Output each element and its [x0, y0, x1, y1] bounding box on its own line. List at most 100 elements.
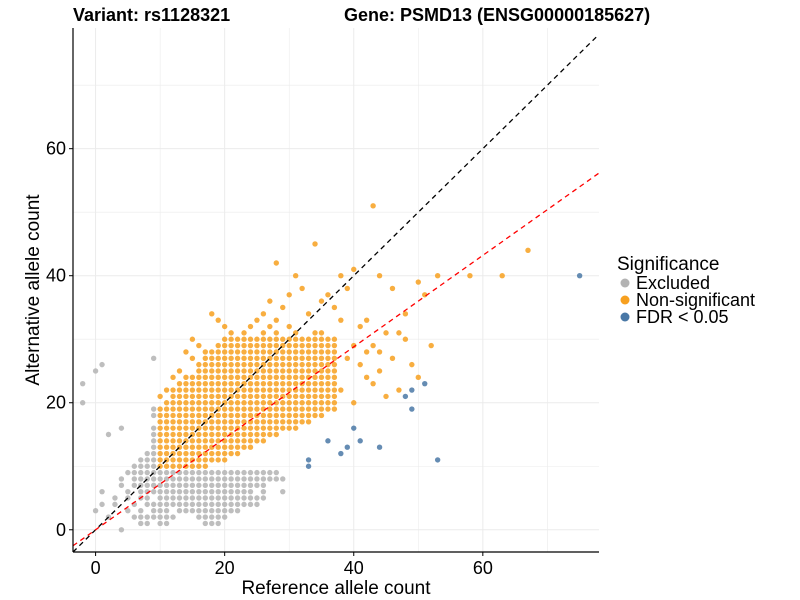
point-non-significant-165	[234, 431, 241, 438]
point-excluded-139	[170, 501, 176, 508]
point-excluded-177	[202, 520, 209, 527]
point-excluded-92	[241, 482, 247, 489]
point-non-significant-151	[254, 438, 260, 444]
point-non-significant-296	[331, 400, 338, 406]
point-non-significant-160	[202, 431, 209, 438]
point-non-significant-54	[318, 330, 325, 336]
point-non-significant-495	[312, 342, 318, 349]
point-non-significant-166	[241, 431, 247, 438]
point-non-significant-37	[409, 361, 415, 368]
point-non-significant-179	[202, 425, 209, 431]
point-excluded-156	[183, 508, 189, 514]
point-non-significant-42	[370, 380, 376, 387]
point-non-significant-505	[260, 336, 267, 342]
point-non-significant-183	[228, 425, 234, 431]
point-non-significant-239	[292, 412, 299, 419]
point-non-significant-369	[318, 380, 325, 387]
point-excluded-5	[105, 431, 112, 438]
point-non-significant-162	[215, 431, 221, 438]
point-non-significant-334	[247, 387, 254, 393]
point-non-significant-273	[183, 400, 189, 406]
point-excluded-136	[150, 501, 157, 508]
point-excluded-191	[144, 463, 150, 469]
point-excluded-98	[150, 488, 157, 495]
point-non-significant-493	[299, 342, 305, 349]
point-non-significant-194	[157, 419, 163, 425]
point-non-significant-487	[260, 342, 267, 349]
point-non-significant-62	[267, 323, 273, 330]
point-excluded-27	[125, 469, 131, 476]
point-excluded-7	[99, 488, 105, 495]
point-non-significant-23	[305, 311, 312, 317]
point-non-significant-459	[331, 355, 338, 361]
point-non-significant-348	[183, 380, 189, 387]
point-non-significant-352	[209, 380, 215, 387]
point-non-significant-168	[254, 431, 260, 438]
point-non-significant-70	[202, 349, 209, 355]
point-non-significant-27	[221, 323, 228, 330]
point-non-significant-339	[280, 387, 286, 393]
point-non-significant-430	[280, 361, 286, 368]
point-non-significant-216	[299, 419, 305, 425]
point-non-significant-393	[325, 374, 331, 381]
point-excluded-140	[176, 501, 183, 508]
point-non-significant-45	[363, 374, 370, 381]
point-non-significant-504	[254, 336, 260, 342]
point-non-significant-47	[351, 400, 357, 406]
point-non-significant-337	[267, 387, 273, 393]
point-non-significant-77	[202, 368, 209, 374]
point-non-significant-4	[273, 260, 280, 266]
x-tick-label-20: 20	[215, 558, 235, 578]
point-non-significant-387	[286, 374, 292, 381]
point-non-significant-145	[215, 438, 221, 444]
point-excluded-39	[202, 469, 209, 476]
point-non-significant-155	[170, 431, 176, 438]
point-non-significant-213	[280, 419, 286, 425]
point-non-significant-104	[202, 457, 209, 463]
point-non-significant-41	[383, 393, 389, 400]
tick-labels: 0 20 40 60 0 20 40 60	[46, 139, 493, 578]
point-non-significant-0	[370, 203, 376, 209]
point-excluded-146	[215, 501, 221, 508]
point-non-significant-325	[189, 387, 196, 393]
point-non-significant-13	[525, 247, 531, 254]
point-excluded-131	[241, 495, 247, 501]
point-non-significant-206	[234, 419, 241, 425]
y-tick-label-20: 20	[46, 393, 66, 413]
point-non-significant-141	[189, 438, 196, 444]
point-non-significant-55	[325, 336, 331, 342]
point-non-significant-425	[247, 361, 254, 368]
point-excluded-72	[267, 476, 273, 482]
point-non-significant-510	[292, 336, 299, 342]
point-excluded-125	[202, 495, 209, 501]
point-non-significant-116	[209, 450, 215, 457]
point-excluded-43	[228, 469, 234, 476]
point-non-significant-377	[221, 374, 228, 381]
point-non-significant-143	[202, 438, 209, 444]
point-non-significant-199	[189, 419, 196, 425]
point-excluded-151	[247, 501, 254, 508]
point-non-significant-35	[402, 336, 409, 342]
point-non-significant-315	[286, 393, 292, 400]
point-non-significant-464	[234, 349, 241, 355]
point-excluded-47	[254, 469, 260, 476]
point-non-significant-176	[183, 425, 189, 431]
point-non-significant-36	[389, 355, 396, 361]
point-non-significant-411	[299, 368, 305, 374]
point-non-significant-11	[467, 273, 473, 279]
point-non-significant-149	[241, 438, 247, 444]
point-non-significant-287	[273, 400, 280, 406]
point-non-significant-182	[221, 425, 228, 431]
point-non-significant-75	[196, 361, 202, 368]
point-non-significant-82	[163, 387, 170, 393]
point-non-significant-31	[357, 323, 363, 330]
point-non-significant-60	[273, 330, 280, 336]
point-excluded-21	[138, 520, 144, 527]
point-non-significant-227	[215, 412, 221, 419]
point-excluded-123	[189, 495, 196, 501]
point-non-significant-407	[273, 368, 280, 374]
point-non-significant-428	[267, 361, 273, 368]
point-non-significant-336	[260, 387, 267, 393]
point-non-significant-460	[209, 349, 215, 355]
point-non-significant-415	[325, 368, 331, 374]
